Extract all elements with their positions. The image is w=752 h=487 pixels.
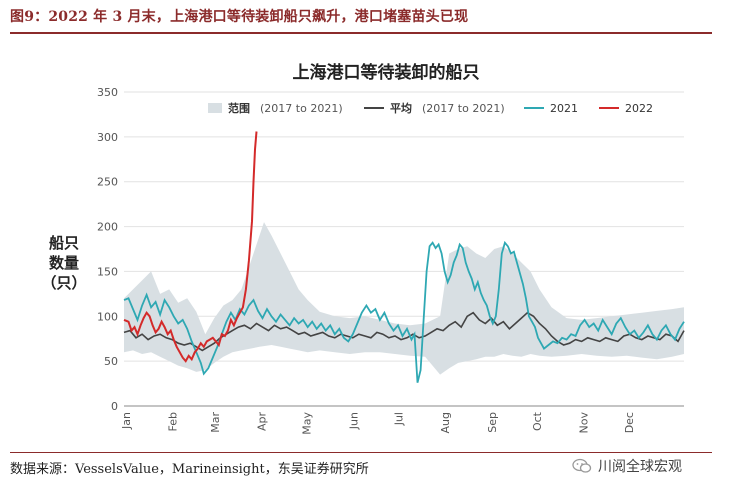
y-tick-label: 50 xyxy=(104,355,118,368)
wechat-icon xyxy=(572,458,592,473)
x-tick-labels: Jan Feb Mar Apr May Jun Jul Aug Sep Oct Nov Dec xyxy=(120,411,636,434)
x-tick-label: Jul xyxy=(392,412,405,426)
chart-title: 上海港口等待装卸的船只 xyxy=(293,62,480,83)
legend-note: (2017 to 2021) xyxy=(260,102,343,115)
y-tick-label: 300 xyxy=(97,131,118,144)
legend-label: 2021 xyxy=(550,102,578,115)
x-tick-label: Jun xyxy=(347,412,360,430)
legend-swatch-range xyxy=(208,103,222,113)
source-note: 数据来源：VesselsValue，Marineinsight，东吴证券研究所 xyxy=(10,462,369,477)
range-area xyxy=(124,222,684,375)
series-2022-line xyxy=(123,131,258,363)
x-tick-label: Mar xyxy=(209,412,222,433)
y-axis-label: 船只 数量 （只） xyxy=(41,234,87,292)
legend-label: 平均 xyxy=(390,101,412,115)
y-tick-label: 150 xyxy=(97,265,118,278)
brand-watermark: 川阅全球宏观 xyxy=(572,456,682,476)
x-tick-label: Jan xyxy=(120,412,133,430)
average-line xyxy=(123,311,685,352)
y-tick-label: 250 xyxy=(97,176,118,189)
legend: 范围 (2017 to 2021) 平均 (2017 to 2021) 2021 2022 xyxy=(208,101,653,115)
footer-divider xyxy=(10,452,712,453)
x-tick-label: May xyxy=(301,412,314,435)
y-tick-labels: 0 50 100 150 200 250 300 350 xyxy=(97,86,118,413)
x-tick-label: Nov xyxy=(578,412,591,434)
chart: 上海港口等待装卸的船只 0 50 100 150 200 250 300 350 Jan Feb… xyxy=(97,62,685,435)
x-tick-label: Aug xyxy=(439,412,452,433)
brand-label: 川阅全球宏观 xyxy=(598,459,682,475)
y-tick-label: 0 xyxy=(111,400,118,413)
x-tick-label: Feb xyxy=(167,412,180,431)
x-tick-label: Oct xyxy=(531,411,544,431)
x-tick-label: Sep xyxy=(486,412,499,433)
x-tick-label: Apr xyxy=(255,412,268,432)
x-tick-label: Dec xyxy=(623,412,636,433)
series-2021-line xyxy=(123,240,685,383)
y-tick-label: 200 xyxy=(97,221,118,234)
legend-label: 2022 xyxy=(625,102,653,115)
legend-label: 范围 xyxy=(228,101,250,115)
figure-title: 图9：2022 年 3 月末，上海港口等待装卸船只飙升，港口堵塞苗头已现 xyxy=(10,9,469,25)
legend-note: (2017 to 2021) xyxy=(422,102,505,115)
title-divider xyxy=(10,32,712,34)
y-tick-label: 350 xyxy=(97,86,118,99)
y-tick-label: 100 xyxy=(97,310,118,323)
